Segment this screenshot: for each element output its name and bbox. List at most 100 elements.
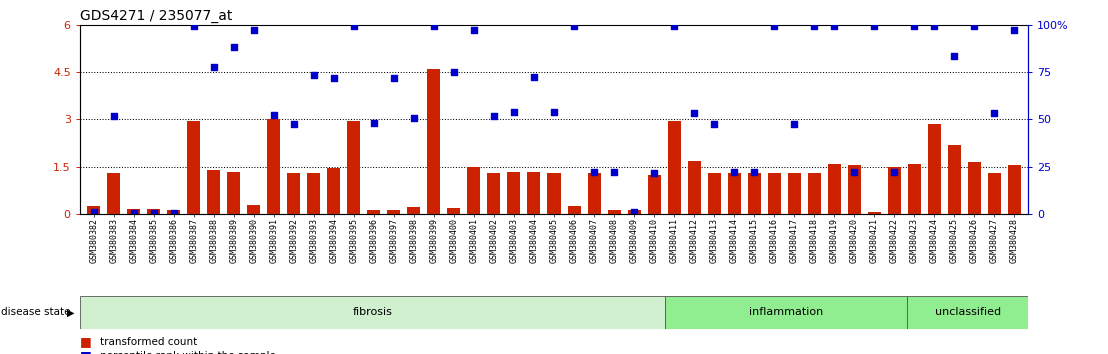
Bar [428, 69, 441, 214]
Point [726, 169, 743, 175]
Point [786, 121, 803, 127]
Point [305, 73, 322, 78]
Point [105, 114, 123, 119]
Point [485, 114, 503, 119]
Bar [187, 121, 201, 214]
Bar [507, 172, 521, 214]
Point [185, 23, 203, 29]
Bar [868, 212, 881, 214]
Point [465, 27, 483, 32]
Point [965, 23, 983, 29]
Bar [88, 206, 101, 214]
Bar [107, 173, 121, 214]
Text: ■: ■ [80, 349, 92, 354]
Bar [468, 167, 481, 214]
Text: fibrosis: fibrosis [352, 307, 392, 318]
Bar [287, 173, 300, 214]
Point [285, 121, 302, 127]
Bar [147, 210, 161, 214]
Point [945, 53, 963, 59]
Bar [748, 173, 760, 214]
Point [845, 169, 863, 175]
Point [565, 23, 583, 29]
Bar [947, 145, 961, 214]
Text: disease state: disease state [1, 307, 71, 318]
Bar [227, 172, 240, 214]
Point [746, 169, 763, 175]
Point [885, 169, 903, 175]
Point [806, 23, 823, 29]
Point [325, 76, 342, 81]
Text: ■: ■ [80, 335, 92, 348]
Point [406, 115, 423, 121]
Point [365, 120, 382, 125]
Bar [408, 207, 420, 214]
Point [705, 121, 722, 127]
Point [905, 23, 923, 29]
Bar [788, 173, 801, 214]
Bar [688, 160, 700, 214]
Point [925, 23, 943, 29]
Bar [665, 296, 907, 329]
Point [245, 27, 263, 32]
Bar [927, 124, 941, 214]
Point [585, 169, 603, 175]
Bar [127, 210, 141, 214]
Point [665, 23, 683, 29]
Bar [728, 173, 740, 214]
Point [525, 74, 543, 80]
Bar [1007, 165, 1020, 214]
Point [645, 170, 663, 176]
Bar [848, 165, 861, 214]
Point [225, 44, 243, 50]
Bar [327, 169, 340, 214]
Point [425, 23, 443, 29]
Text: transformed count: transformed count [100, 337, 197, 347]
Text: inflammation: inflammation [749, 307, 823, 318]
Point [625, 210, 643, 215]
Point [85, 209, 103, 215]
Bar [647, 175, 660, 214]
Bar [448, 209, 461, 214]
Point [545, 109, 563, 114]
Point [766, 23, 783, 29]
Point [145, 210, 163, 216]
Point [345, 23, 362, 29]
Text: unclassified: unclassified [935, 307, 1001, 318]
Point [865, 23, 883, 29]
Bar [987, 173, 1001, 214]
Bar [907, 296, 1028, 329]
Bar [547, 173, 561, 214]
Bar [207, 170, 220, 214]
Bar [667, 121, 680, 214]
Bar [627, 210, 640, 214]
Point [265, 112, 283, 118]
Text: GDS4271 / 235077_at: GDS4271 / 235077_at [80, 9, 233, 23]
Bar [567, 206, 581, 214]
Bar [607, 210, 620, 214]
Text: percentile rank within the sample: percentile rank within the sample [100, 351, 276, 354]
Point [386, 76, 403, 81]
Bar [80, 296, 665, 329]
Bar [907, 164, 921, 214]
Bar [307, 173, 320, 214]
Point [685, 110, 702, 116]
Bar [808, 173, 821, 214]
Bar [388, 210, 400, 214]
Point [125, 210, 143, 216]
Point [505, 109, 523, 114]
Bar [247, 205, 260, 214]
Bar [348, 121, 360, 214]
Point [825, 23, 843, 29]
Bar [488, 173, 501, 214]
Bar [267, 119, 280, 214]
Point [1005, 27, 1023, 32]
Point [985, 110, 1003, 116]
Point [605, 169, 623, 175]
Bar [967, 162, 981, 214]
Bar [828, 164, 841, 214]
Bar [888, 167, 901, 214]
Bar [708, 173, 720, 214]
Point [205, 64, 223, 70]
Point [445, 69, 463, 75]
